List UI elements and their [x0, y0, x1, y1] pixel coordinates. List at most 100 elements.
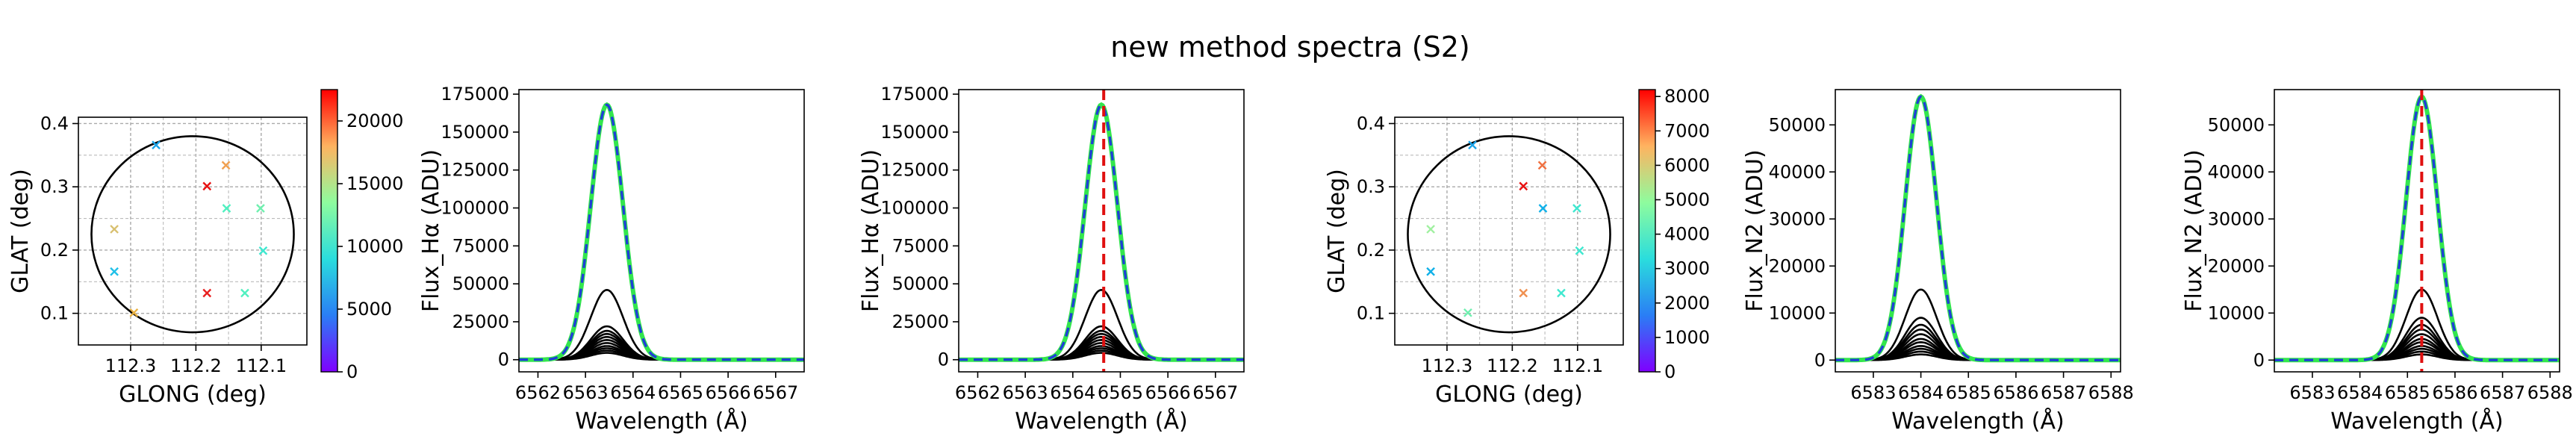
x-tick-label: 6563 — [563, 382, 609, 403]
scatter-point-stroke — [1426, 267, 1435, 276]
flux-panel-flux_n2_b: 6583 6584 6585 6586 6587 6588 0 10000 20000 30000… — [2181, 89, 2573, 435]
scatter-point-stroke — [1468, 140, 1477, 150]
y-tick-label: 0 — [938, 349, 949, 370]
flux-panel-flux_ha_a: 6562 6563 6564 6565 6566 6567 0 25000 50000 75000… — [418, 84, 805, 435]
scatter-point-stroke — [129, 308, 139, 317]
colorbar-tick-label: 20000 — [346, 111, 403, 131]
scatter-point — [152, 140, 161, 150]
x-tick-label: 6562 — [515, 382, 561, 403]
plot-area — [1835, 93, 2121, 363]
scatter-point-stroke — [1537, 161, 1547, 170]
flux-panel-flux_ha_b: 6562 6563 6564 6565 6566 6567 0 25000 50000 75000… — [858, 84, 1245, 435]
scatter-point-stroke — [1426, 225, 1435, 234]
y-tick-label: 0 — [2253, 349, 2265, 370]
field-circle — [90, 135, 295, 334]
scatter-point — [258, 246, 268, 255]
figure-title: new method spectra (S2) — [1110, 31, 1469, 63]
x-tick-label: 6583 — [2289, 382, 2335, 403]
x-axis-label: Wavelength (Å) — [575, 408, 747, 435]
scatter-point — [110, 225, 119, 234]
fit-spectrum-line — [959, 103, 1244, 361]
scatter-point-stroke — [258, 246, 268, 255]
y-tick-label: 0.3 — [1357, 176, 1385, 197]
y-tick-label: 0.1 — [40, 303, 69, 324]
fit-spectrum-line — [519, 103, 804, 361]
total-spectrum-line — [959, 102, 1244, 362]
x-tick-label: 6565 — [1098, 382, 1143, 403]
y-tick-label: 150000 — [880, 122, 949, 143]
x-axis-label: Wavelength (Å) — [1015, 408, 1187, 435]
y-tick-label: 175000 — [880, 84, 949, 105]
colorbar-tick-label: 6000 — [1664, 155, 1710, 175]
scatter-point-stroke — [222, 204, 231, 213]
y-tick-label: 25000 — [892, 311, 949, 332]
y-tick-label: 10000 — [1769, 302, 1826, 323]
colorbar-tick-label: 10000 — [346, 236, 403, 257]
y-tick-label: 0.3 — [40, 176, 69, 197]
colorbar-tick-label: 15000 — [346, 173, 403, 194]
y-tick-label: 50000 — [892, 273, 949, 294]
fit-spectrum-line — [1835, 95, 2121, 361]
y-tick-label: 0.1 — [1357, 303, 1385, 324]
fit-spectrum-line — [2274, 95, 2560, 361]
y-tick-label: 125000 — [880, 160, 949, 181]
scatter-point — [256, 204, 265, 213]
y-tick-label: 30000 — [1769, 208, 1826, 229]
plot-area — [2274, 90, 2560, 372]
scatter-point — [1426, 225, 1435, 234]
x-tick-label: 6585 — [1946, 382, 1991, 403]
y-axis-label: Flux_N2 (ADU) — [2181, 149, 2207, 311]
axes-frame — [2274, 89, 2560, 373]
scatter-point-stroke — [202, 181, 212, 191]
x-tick-label: 112.2 — [170, 355, 222, 376]
x-tick-label: 6587 — [2480, 382, 2525, 403]
y-tick-label: 0.4 — [40, 113, 69, 134]
scatter-point-stroke — [1572, 204, 1581, 213]
x-tick-label: 6567 — [753, 382, 798, 403]
y-tick-label: 10000 — [2208, 302, 2265, 323]
scatter-point — [1572, 204, 1581, 213]
scatter-point-stroke — [1575, 246, 1584, 255]
axes-frame — [78, 116, 308, 346]
x-tick-label: 6565 — [658, 382, 703, 403]
colorbar-tick-label: 0 — [346, 361, 358, 382]
scatter-point-stroke — [256, 204, 265, 213]
scatter-point — [240, 288, 249, 298]
x-tick-label: 6586 — [1993, 382, 2038, 403]
scatter-point — [222, 204, 231, 213]
y-axis-label: Flux_Hα (ADU) — [418, 149, 444, 312]
scatter-point-stroke — [1557, 288, 1566, 298]
colorbar — [1638, 89, 1656, 373]
y-tick-label: 0 — [498, 349, 509, 370]
x-axis-label: GLONG (deg) — [119, 382, 267, 408]
plot-area — [519, 102, 804, 362]
y-tick-label: 0.2 — [40, 240, 69, 261]
scatter-point-stroke — [1519, 288, 1528, 298]
component-spectrum-line — [1835, 337, 2121, 361]
x-axis-label: GLONG (deg) — [1435, 382, 1583, 408]
y-tick-label: 50000 — [452, 273, 509, 294]
y-axis-label: Flux_N2 (ADU) — [1742, 149, 1768, 311]
x-tick-label: 6566 — [706, 382, 751, 403]
colorbar-tick-label: 4000 — [1664, 224, 1710, 245]
scatter-point — [110, 267, 119, 276]
x-tick-label: 6584 — [2337, 382, 2383, 403]
colorbar-tick-label: 7000 — [1664, 120, 1710, 141]
y-tick-label: 25000 — [452, 311, 509, 332]
scatter-point-stroke — [1463, 308, 1472, 317]
colorbar-tick-label: 5000 — [1664, 190, 1710, 211]
scatter-point — [1575, 246, 1584, 255]
scatter-point — [1537, 161, 1547, 170]
axes-frame — [1394, 116, 1624, 346]
scatter-point-stroke — [221, 161, 231, 170]
x-tick-label: 112.3 — [105, 355, 157, 376]
scatter-point-stroke — [110, 225, 119, 234]
map-panel-map_n2: 112.3 112.2 112.1 0.1 0.2 0.3 0.4 GLONG (deg) GL… — [1324, 86, 1710, 408]
x-tick-label: 112.1 — [235, 355, 287, 376]
scatter-point — [1519, 288, 1528, 298]
flux-panel-flux_n2_a: 6583 6584 6585 6586 6587 6588 0 10000 20000 30000… — [1742, 89, 2134, 435]
y-tick-label: 75000 — [892, 235, 949, 256]
y-tick-label: 0.4 — [1357, 113, 1385, 134]
x-tick-label: 6564 — [610, 382, 656, 403]
y-axis-label: Flux_Hα (ADU) — [858, 149, 884, 312]
